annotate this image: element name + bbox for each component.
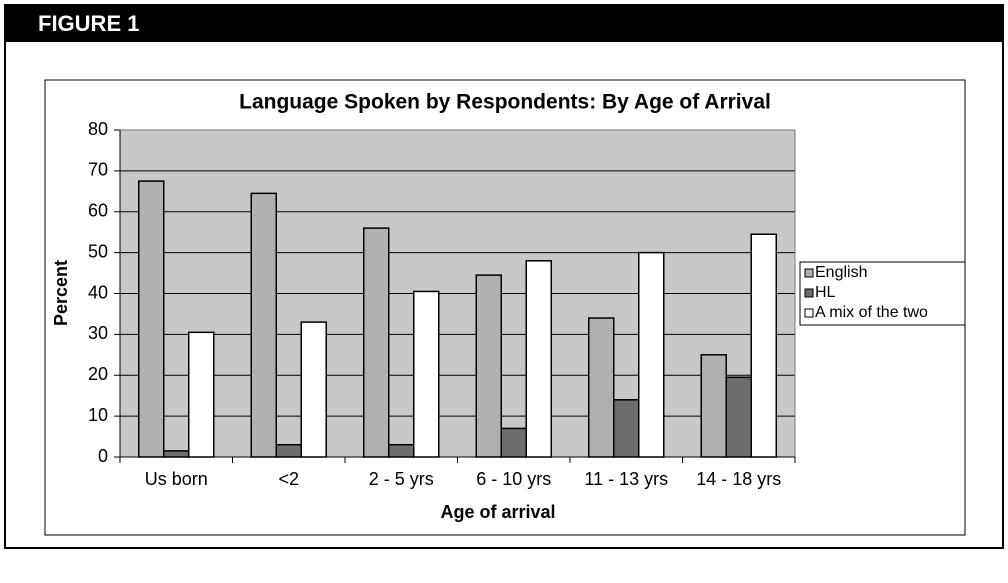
chart-title: Language Spoken by Respondents: By Age o…: [239, 91, 771, 114]
bar: [500, 427, 527, 458]
x-tick-label: 14 - 18 yrs: [696, 469, 781, 489]
bar: [388, 443, 415, 458]
bar: [275, 443, 302, 458]
y-tick-label: 30: [88, 323, 108, 343]
figure-label: FIGURE 1: [38, 11, 139, 36]
y-tick-label: 0: [98, 446, 108, 466]
legend-label: English: [815, 264, 867, 281]
y-axis-title: Percent: [51, 260, 71, 326]
bar: [188, 331, 215, 458]
bar: [750, 233, 777, 458]
bar: [700, 354, 727, 458]
legend-label: A mix of the two: [815, 304, 928, 321]
y-tick-label: 50: [88, 241, 108, 261]
legend-swatch: [804, 308, 814, 318]
legend-swatch: [804, 268, 814, 278]
legend-swatch: [804, 288, 814, 298]
x-tick-label: 11 - 13 yrs: [584, 469, 668, 489]
bar: [138, 180, 165, 458]
bar: [300, 321, 327, 458]
y-tick-label: 20: [88, 364, 108, 384]
bar: [475, 274, 502, 458]
bar: [413, 290, 440, 458]
y-tick-label: 80: [88, 119, 108, 139]
x-tick-label: <2: [278, 469, 299, 489]
figure-header: [5, 5, 1003, 42]
x-axis-title: Age of arrival: [440, 502, 555, 522]
y-tick-label: 70: [88, 160, 108, 180]
bar: [638, 251, 665, 458]
bar: [363, 227, 390, 458]
x-tick-label: Us born: [145, 469, 208, 489]
x-tick-label: 2 - 5 yrs: [369, 469, 434, 489]
legend-label: HL: [815, 284, 836, 301]
y-tick-label: 10: [88, 405, 108, 425]
bar: [725, 376, 752, 458]
x-tick-label: 6 - 10 yrs: [476, 469, 551, 489]
y-tick-label: 40: [88, 282, 108, 302]
legend-box: [799, 261, 966, 326]
bar: [525, 260, 552, 458]
y-tick-label: 60: [88, 201, 108, 221]
bar: [163, 450, 190, 458]
bar: [588, 317, 615, 458]
bar: [613, 399, 640, 458]
bar: [250, 192, 277, 458]
